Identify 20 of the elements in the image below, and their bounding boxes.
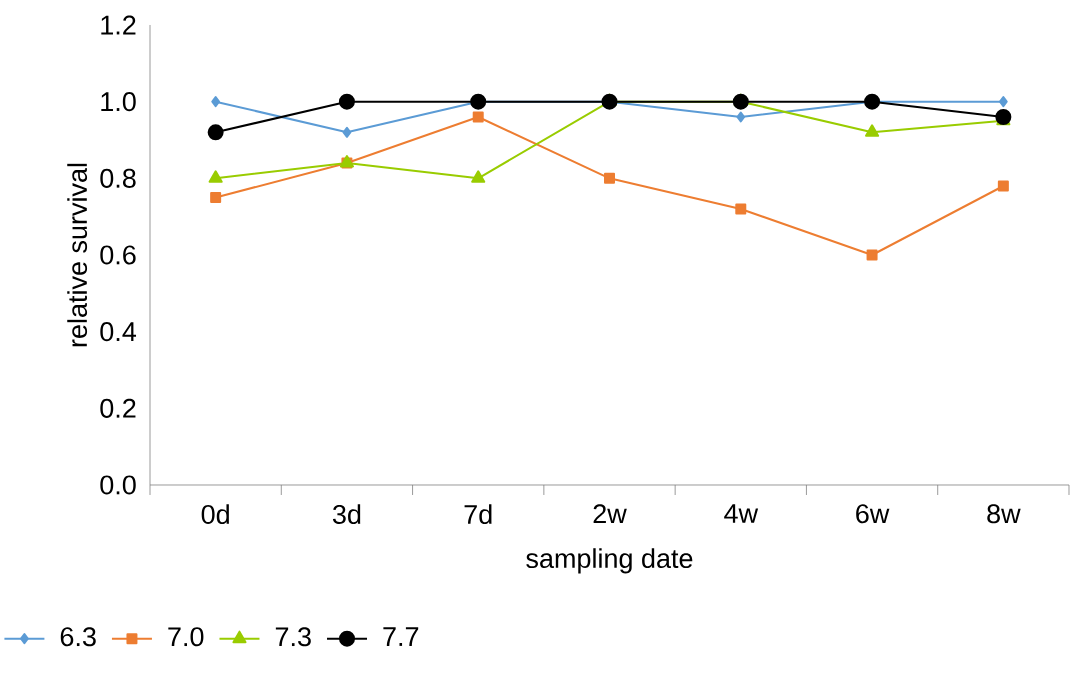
y-tick-label: 0.8 xyxy=(100,168,136,188)
y-tick-label: 1.0 xyxy=(101,92,136,112)
y-tick-label: 0.2 xyxy=(100,398,136,418)
x-tick-label: 0d xyxy=(201,504,229,525)
x-tick-label: 8w xyxy=(987,504,1021,524)
x-tick-label: 6w xyxy=(856,504,890,524)
x-tick-label: 4w xyxy=(724,504,759,523)
x-tick-label: 7d xyxy=(464,504,492,525)
x-tick-label: 3d xyxy=(332,504,361,525)
legend-label: 6.3 xyxy=(60,627,96,647)
legend-label: 7.7 xyxy=(383,627,419,646)
legend-label: 7.0 xyxy=(168,627,204,647)
y-tick-label: 0.0 xyxy=(100,475,136,495)
y-tick-label: 1.2 xyxy=(101,15,136,35)
x-axis-title: sampling date xyxy=(526,548,693,574)
legend-label: 7.3 xyxy=(275,627,311,647)
y-tick-label: 0.6 xyxy=(100,245,136,265)
x-tick-label: 2w xyxy=(593,504,627,524)
y-axis-title: relative survival xyxy=(67,163,88,347)
y-tick-label: 0.4 xyxy=(100,322,137,342)
